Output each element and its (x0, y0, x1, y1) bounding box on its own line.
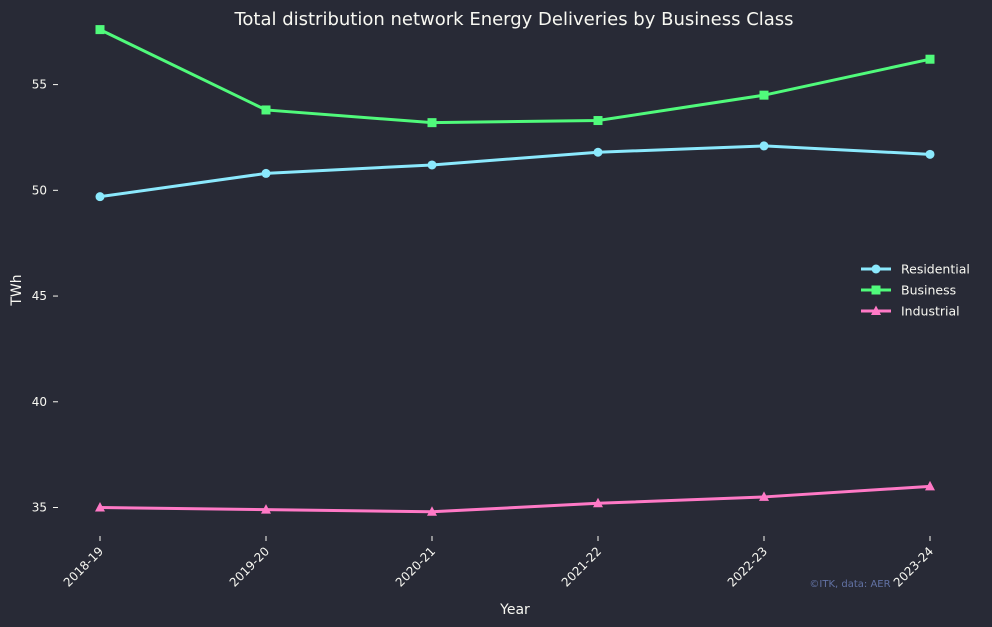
watermark: ©ITK, data: AER (809, 579, 890, 590)
data-point-residential (261, 168, 271, 178)
data-point-business (593, 116, 603, 126)
x-tick-label: 2022-23 (725, 544, 770, 589)
x-tick-label: 2020-21 (393, 544, 438, 589)
series-business (95, 25, 935, 128)
series-line-industrial (99, 484, 931, 514)
data-point-residential (427, 160, 437, 170)
y-tick-label: 50 (32, 183, 47, 197)
x-axis-label: Year (499, 602, 530, 618)
data-point-industrial (759, 491, 769, 501)
legend: Residential Business Industrial (861, 262, 970, 319)
legend-marker-business (871, 285, 881, 295)
series-line-business (99, 28, 931, 125)
series-industrial (95, 480, 935, 516)
data-point-industrial (925, 480, 935, 491)
legend-marker-residential (871, 264, 881, 274)
legend-marker-industrial (871, 305, 881, 315)
x-tick-label: 2018-19 (61, 544, 106, 589)
legend-label-residential: Residential (901, 262, 970, 277)
data-point-residential (759, 141, 769, 151)
data-point-industrial (427, 506, 437, 516)
series-line-residential (99, 144, 931, 199)
legend-label-business: Business (901, 283, 956, 298)
x-tick-label: 2023-24 (891, 544, 936, 589)
data-point-business (759, 90, 769, 100)
data-point-industrial (95, 502, 105, 512)
data-point-industrial (593, 497, 603, 508)
x-tick-label: 2021-22 (559, 544, 604, 589)
data-point-residential (925, 149, 935, 159)
y-tick-label: 35 (32, 501, 47, 515)
data-point-industrial (261, 504, 271, 514)
chart-title: Total distribution network Energy Delive… (233, 9, 793, 30)
data-point-residential (593, 147, 603, 157)
data-point-residential (95, 192, 105, 202)
data-point-business (95, 25, 105, 35)
y-tick-label: 55 (32, 78, 47, 92)
y-axis-label: TWh (9, 274, 25, 306)
y-tick-label: 45 (32, 289, 47, 303)
data-point-business (925, 54, 935, 64)
y-tick-label: 40 (32, 395, 47, 409)
data-point-business (427, 118, 437, 128)
x-tick-label: 2019-20 (227, 544, 272, 589)
series-residential (95, 141, 935, 202)
data-point-business (261, 105, 271, 115)
legend-label-industrial: Industrial (901, 304, 960, 319)
